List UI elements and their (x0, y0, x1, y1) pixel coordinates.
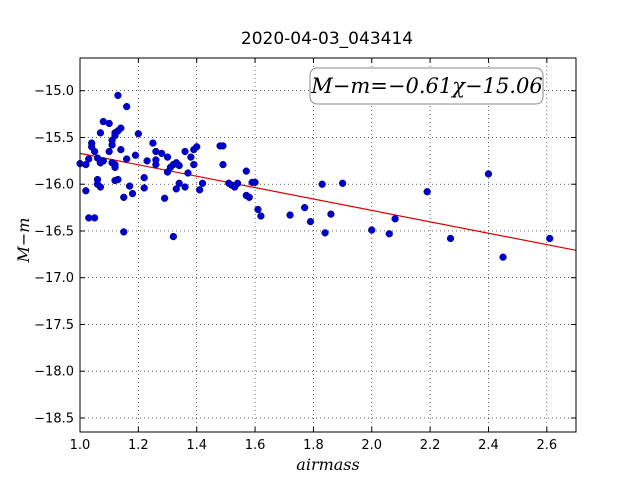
data-point (105, 119, 113, 128)
data-point (90, 214, 99, 222)
data-point (105, 147, 113, 156)
data-point (169, 232, 178, 241)
data-point (82, 187, 90, 195)
y-tick-label: −16.5 (34, 224, 74, 239)
data-point (499, 253, 507, 261)
plot-frame (79, 57, 577, 433)
data-point (484, 170, 493, 178)
data-point (149, 139, 157, 147)
data-point (233, 179, 242, 187)
data-point (99, 157, 107, 165)
data-point (175, 179, 183, 187)
data-point (251, 178, 259, 187)
x-tick-label: 1.8 (303, 438, 324, 453)
y-tick-label: −18.5 (34, 411, 74, 426)
data-point (446, 234, 455, 243)
fit-equation-text: M−m=−0.61χ−15.06 (310, 74, 542, 98)
x-tick-label: 2.2 (420, 438, 441, 453)
data-point (190, 160, 198, 169)
data-point (117, 124, 125, 132)
data-point (423, 188, 431, 196)
axis-ticks: 1.0 1.2 1.4 1.6 1.8 2.0 2.2 2.4 2.6 −15.0 −15.5 −16… (34, 58, 576, 453)
data-point (131, 151, 140, 159)
data-point (163, 153, 172, 161)
data-point (306, 217, 315, 226)
data-point (193, 143, 201, 151)
data-point (134, 130, 143, 138)
data-point (245, 193, 253, 201)
x-tick-label: 2.4 (478, 438, 499, 453)
x-tick-label: 1.4 (186, 438, 207, 453)
data-point (184, 169, 192, 177)
x-tick-label: 1.0 (70, 438, 91, 453)
x-axis-label: airmass (296, 455, 359, 474)
fit-line-layer (79, 152, 577, 251)
data-point (82, 160, 90, 169)
data-point (158, 149, 166, 158)
data-point (318, 180, 326, 188)
y-tick-label: −18.0 (34, 365, 74, 380)
data-point (385, 230, 393, 238)
data-point (96, 129, 105, 137)
x-tick-label: 1.2 (128, 438, 149, 453)
x-tick-label: 2.6 (536, 438, 557, 453)
data-point (368, 226, 376, 234)
data-point (254, 205, 262, 214)
data-point (108, 141, 116, 149)
data-point (117, 145, 125, 154)
data-point (301, 203, 309, 212)
data-point (242, 167, 250, 175)
y-tick-label: −16.0 (34, 178, 74, 193)
data-point (219, 160, 227, 169)
data-points (76, 91, 554, 261)
data-point (143, 157, 151, 165)
x-tick-label: 1.6 (245, 438, 266, 453)
data-point (140, 184, 148, 192)
data-point (338, 179, 347, 187)
data-point (546, 234, 554, 243)
data-point (181, 183, 189, 191)
data-point (120, 193, 128, 201)
y-tick-label: −15.0 (34, 84, 74, 99)
data-point (123, 155, 131, 163)
data-point (175, 161, 183, 170)
data-point (219, 142, 227, 150)
data-point (187, 153, 195, 161)
data-point (195, 186, 204, 194)
data-point (160, 194, 169, 202)
data-point (152, 160, 160, 169)
data-point (140, 174, 148, 182)
data-point (90, 147, 99, 156)
y-tick-label: −17.0 (34, 271, 74, 286)
data-point (327, 210, 335, 218)
data-point (128, 189, 137, 198)
data-point (286, 211, 294, 219)
y-tick-label: −17.5 (34, 318, 74, 333)
fit-line (79, 152, 577, 251)
fit-equation-frame (309, 67, 544, 105)
data-point (125, 182, 134, 190)
data-point (257, 212, 265, 220)
data-point (391, 215, 399, 223)
x-tick-label: 2.0 (361, 438, 382, 453)
data-point (114, 175, 122, 184)
data-point (111, 163, 119, 172)
data-point (85, 155, 93, 163)
data-point (172, 185, 180, 193)
data-point (96, 183, 105, 191)
data-point (114, 91, 122, 100)
data-point (123, 102, 131, 111)
chart-title: 2020-04-03_043414 (241, 29, 413, 49)
fit-equation-box: M−m=−0.61χ−15.06 (309, 67, 544, 105)
y-tick-label: −15.5 (34, 131, 74, 146)
data-point (198, 179, 207, 187)
data-point (120, 228, 128, 236)
data-point (181, 147, 189, 156)
y-axis-label: M−m (14, 218, 33, 264)
grid (80, 58, 576, 432)
data-point (321, 229, 329, 237)
